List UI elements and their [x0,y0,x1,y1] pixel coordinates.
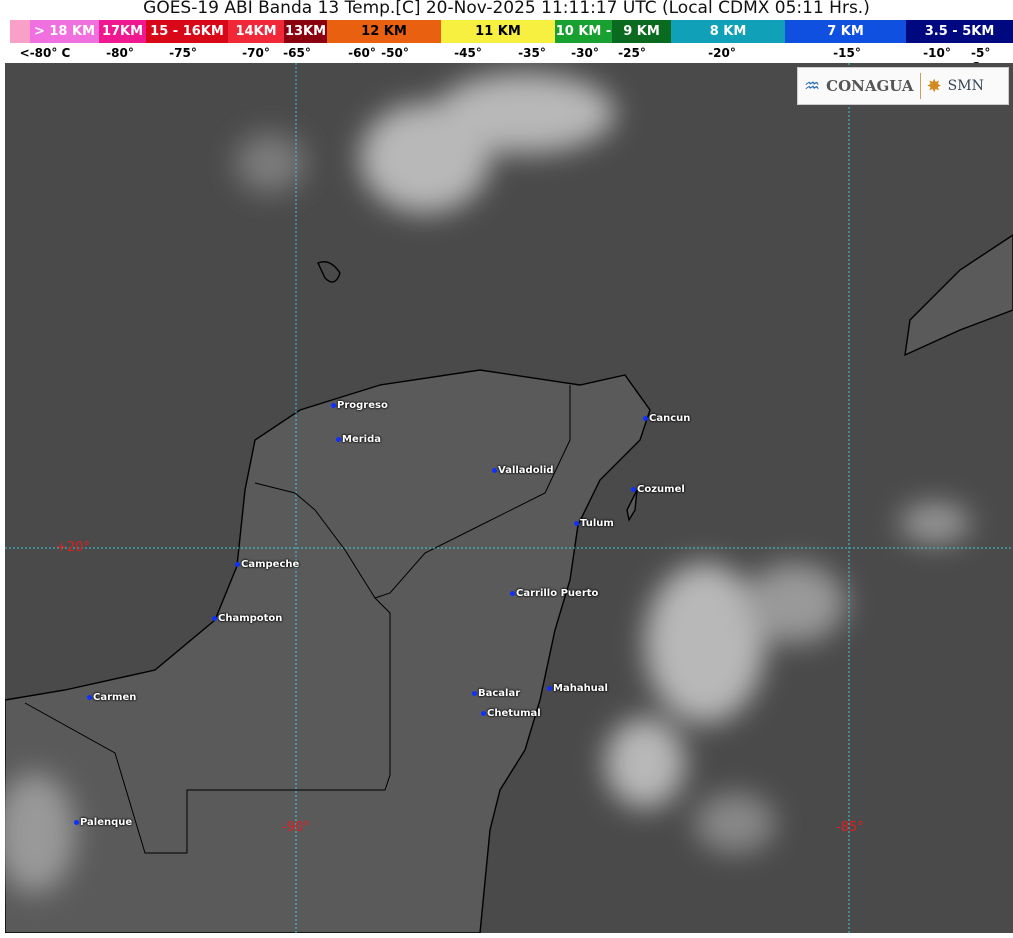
city-marker: Campeche [235,559,299,570]
city-dot-icon [212,616,217,621]
city-marker: Cancun [643,413,690,424]
city-marker: Carrillo Puerto [510,588,598,599]
cozumel [626,489,638,522]
conagua-logo-icon: ♒ [804,75,821,97]
city-marker: Progreso [331,400,388,411]
graticule [5,63,1013,933]
legend-segment: 8 KM [671,20,785,43]
legend-segment: 10 KM - [555,20,612,43]
city-marker: Mahahual [547,683,608,694]
city-dot-icon [331,403,336,408]
legend-segment: 12 KM [327,20,441,43]
city-name: Merida [342,434,381,445]
city-name: Campeche [241,559,300,570]
city-name: Valladolid [498,465,554,476]
temperature-tick: -10° [923,46,951,60]
city-dot-icon [87,695,92,700]
smn-logo: SMN [947,78,984,94]
legend-segment: 15 - 16KM [146,20,228,43]
legend-segment: > 18 KM [30,20,99,43]
latitude-label: +20° [56,540,90,555]
city-name: Progreso [337,400,388,411]
city-marker: Champoton [212,613,282,624]
legend-segment: 11 KM [441,20,555,43]
cuba [904,234,1013,357]
temperature-tick: -65° [283,46,311,60]
city-name: Chetumal [487,708,541,719]
temperature-tick: -70° [242,46,270,60]
land [5,234,1013,933]
city-marker: Tulum [574,518,614,529]
yucatan-peninsula [5,369,651,933]
city-dot-icon [510,591,515,596]
temperature-tick: -80° [106,46,134,60]
conagua-logo: CONAGUA [826,77,914,95]
city-dot-icon [74,820,79,825]
legend-segment: 14KM [228,20,284,43]
smn-logo-icon: ✸ [926,75,942,97]
city-dot-icon [631,487,636,492]
city-marker: Valladolid [492,465,554,476]
city-name: Cozumel [637,484,685,495]
city-name: Champoton [218,613,283,624]
city-marker: Bacalar [472,688,520,699]
temperature-tick: -50° [381,46,409,60]
city-name: Cancun [649,413,691,424]
temperature-tick: -60° [348,46,376,60]
temperature-tick: <-80° C [19,46,71,60]
city-dot-icon [472,691,477,696]
city-marker: Cozumel [631,484,685,495]
legend-segment: 9 KM [612,20,671,43]
legend-segment: 3.5 - 5KM [906,20,1013,43]
longitude-label-85: -85° [836,820,864,835]
temperature-tick: -45° [454,46,482,60]
city-marker: Carmen [87,692,136,703]
isla-perez [317,261,341,283]
city-name: Palenque [80,817,133,828]
agency-logos: ♒ CONAGUA ✸ SMN [797,67,1009,105]
city-dot-icon [481,711,486,716]
city-dot-icon [547,686,552,691]
state-borders [24,385,571,854]
city-dot-icon [235,562,240,567]
temperature-tick: -35° [518,46,546,60]
city-marker: Chetumal [481,708,541,719]
map-layer [5,63,1013,933]
city-dot-icon [574,521,579,526]
city-name: Bacalar [478,688,521,699]
image-title: GOES-19 ABI Banda 13 Temp.[C] 20-Nov-202… [143,0,870,18]
legend-segment: 7 KM [785,20,906,43]
city-name: Mahahual [553,683,608,694]
city-marker: Merida [336,434,381,445]
city-dot-icon [492,468,497,473]
temperature-tick: -15° [833,46,861,60]
city-dot-icon [336,437,341,442]
legend-segment: 13KM [284,20,327,43]
city-name: Carrillo Puerto [516,588,599,599]
logo-divider [919,73,921,99]
clouds [5,73,970,893]
temperature-tick: -30° [571,46,599,60]
city-marker: Palenque [74,817,132,828]
city-name: Tulum [580,518,614,529]
legend-segment: 17KM [99,20,146,43]
legend-segment [10,20,30,43]
temperature-tick: -25° [618,46,646,60]
longitude-label-90: -90° [282,820,310,835]
temperature-tick: -20° [708,46,736,60]
satellite-map[interactable] [5,63,1013,933]
temperature-tick: -75° [169,46,197,60]
city-name: Carmen [93,692,137,703]
city-dot-icon [643,416,648,421]
